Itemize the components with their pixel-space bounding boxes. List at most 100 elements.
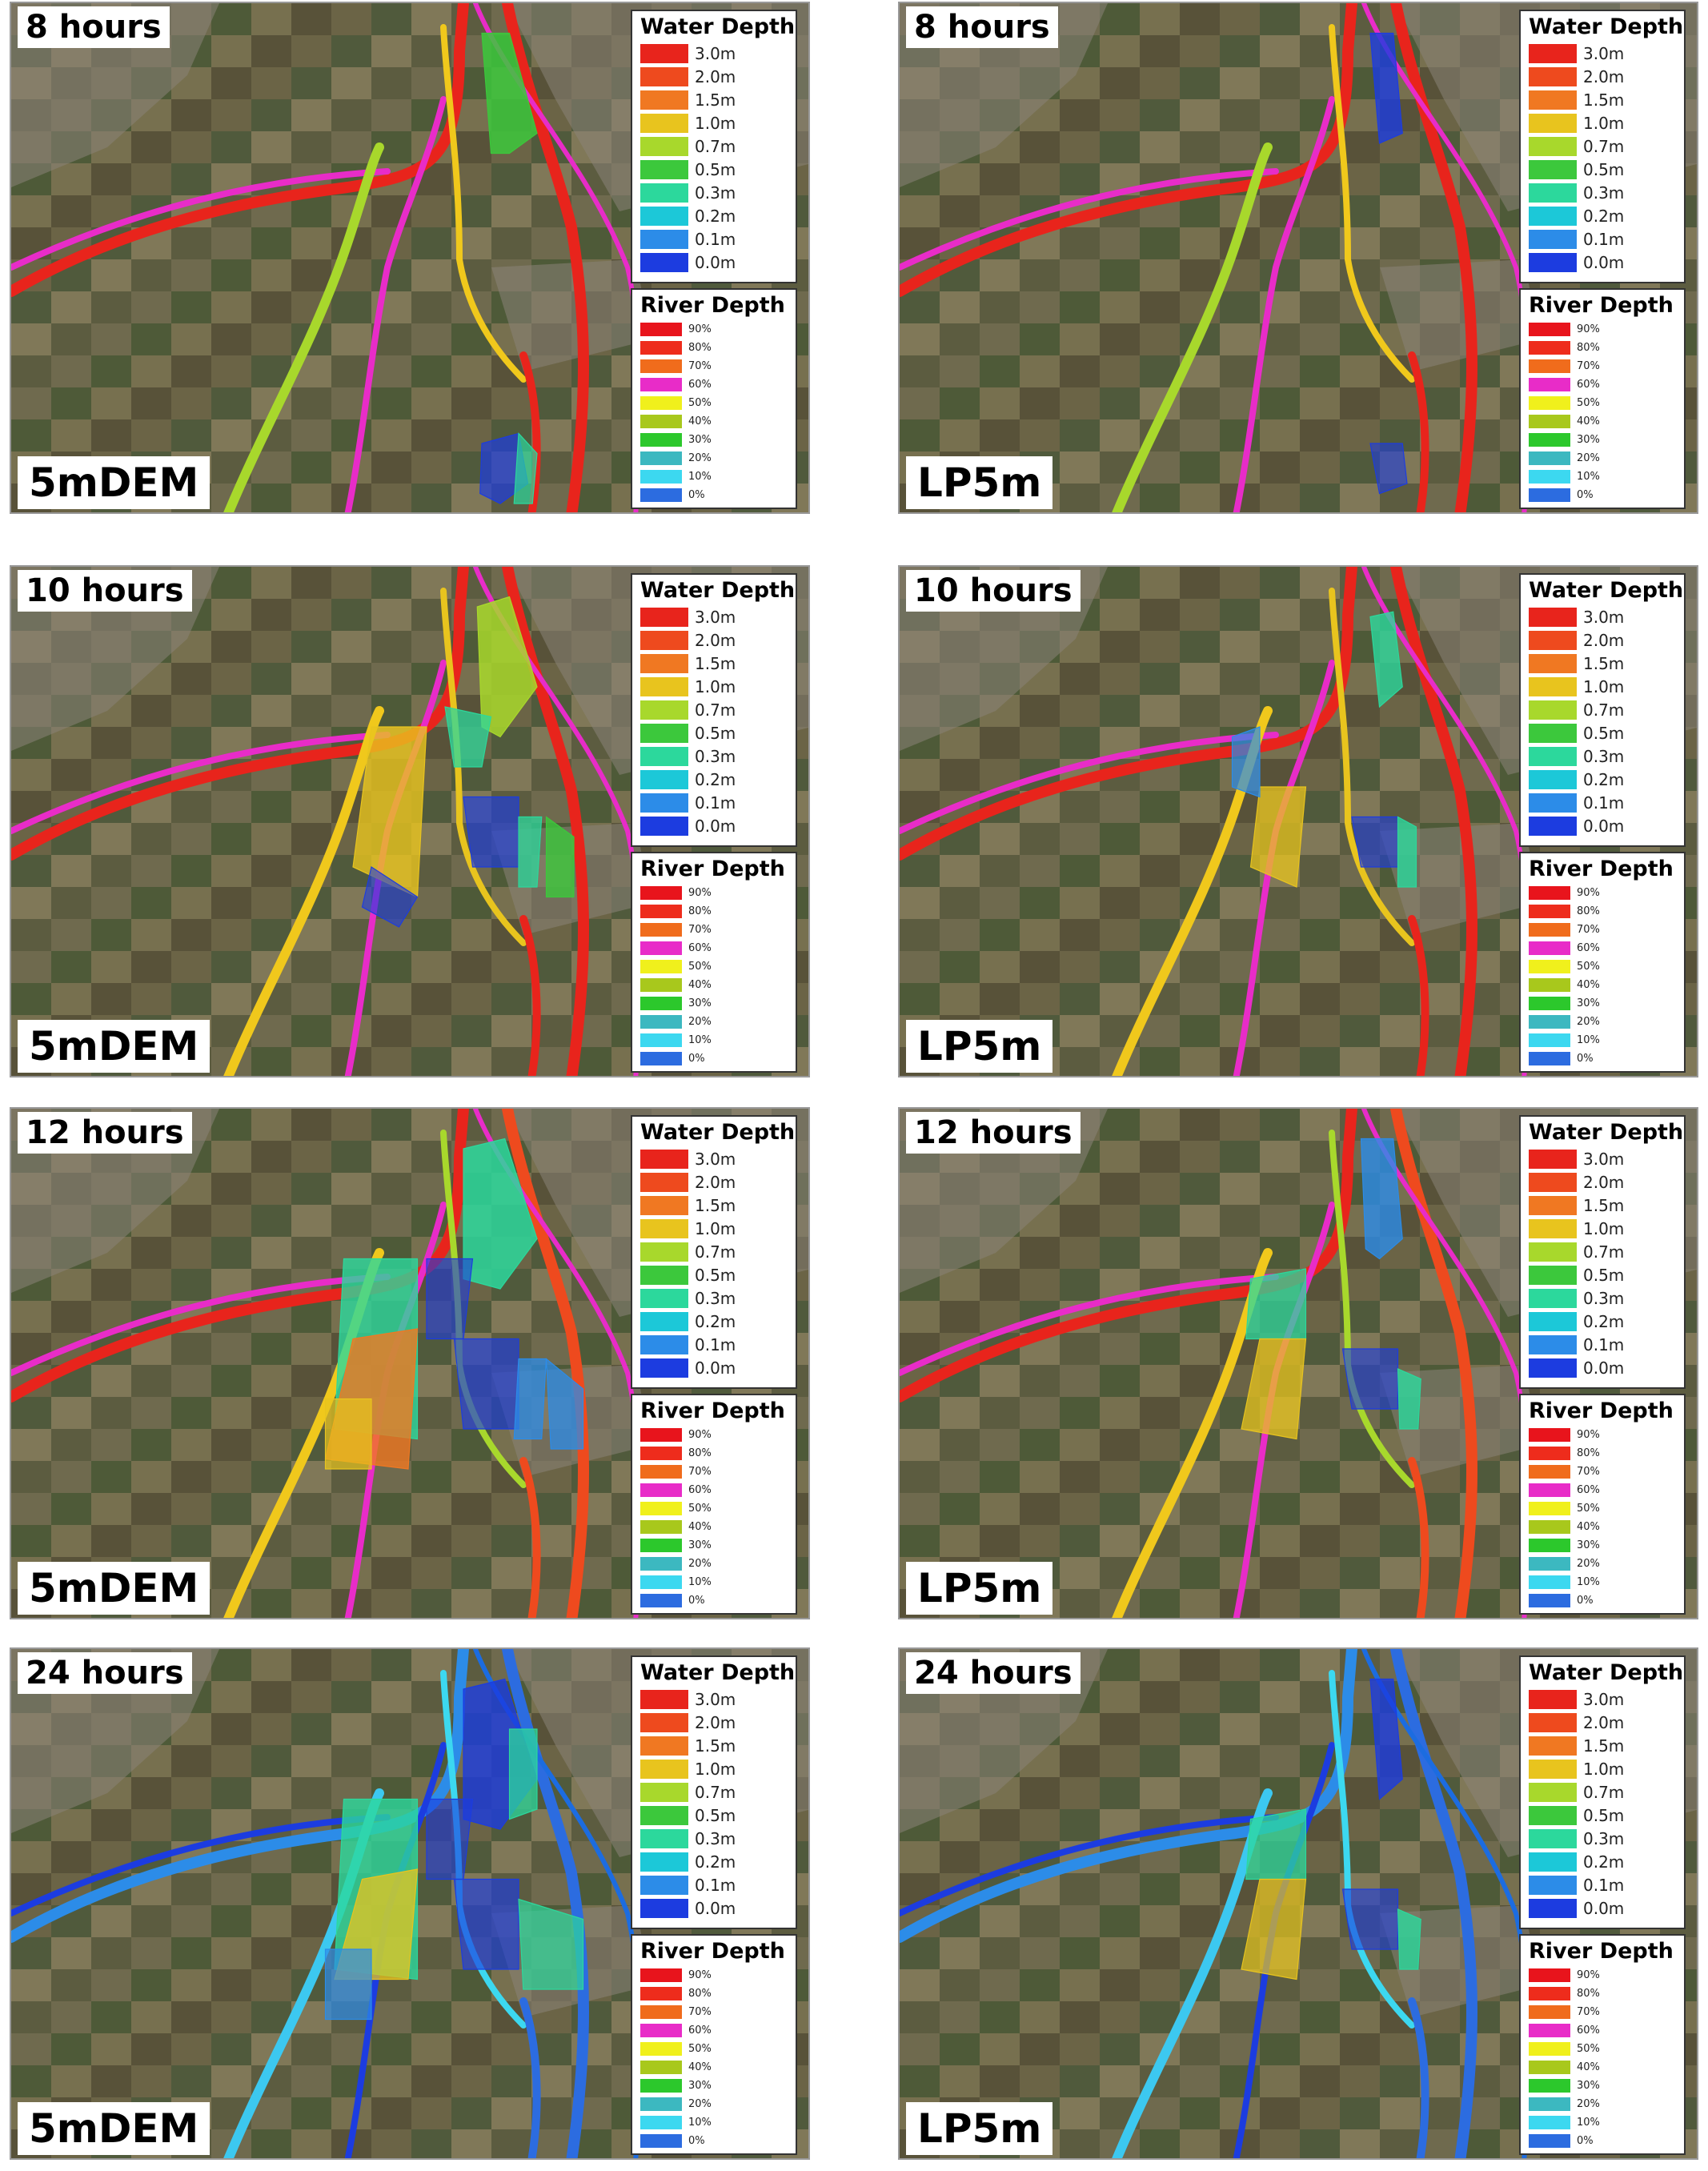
water-depth-legend-label: 0.7m	[1583, 1242, 1625, 1262]
time-label: 24 hours	[18, 1652, 192, 1694]
water-depth-legend-label: 1.5m	[1583, 1736, 1625, 1756]
water-depth-legend-label: 1.5m	[695, 90, 736, 110]
color-swatch	[640, 1015, 682, 1029]
river-depth-legend-label: 40%	[1577, 2061, 1600, 2073]
water-depth-legend-label: 0.0m	[1583, 1358, 1625, 1378]
river-depth-legend-item: 30%	[632, 1536, 796, 1555]
water-depth-legend-item: 2.0m	[632, 628, 796, 652]
river-depth-legend-item: 90%	[1521, 320, 1684, 339]
river-depth-legend-label: 20%	[688, 1016, 712, 1028]
color-swatch	[1529, 1447, 1570, 1460]
river-depth-legend-item: 70%	[632, 357, 796, 375]
color-swatch	[1529, 653, 1577, 673]
river-depth-legend-label: 60%	[1577, 942, 1600, 954]
river-depth-legend-label: 40%	[688, 2061, 712, 2073]
river-depth-legend-item: 0%	[1521, 1049, 1684, 1068]
color-swatch	[640, 1033, 682, 1047]
water-depth-legend-label: 0.5m	[1583, 1265, 1625, 1285]
time-label: 10 hours	[18, 570, 192, 612]
color-swatch	[1529, 923, 1570, 937]
flood-inundation	[324, 1138, 584, 1470]
color-swatch	[1529, 1218, 1577, 1238]
color-swatch	[640, 1575, 682, 1589]
water-depth-legend-label: 0.2m	[1583, 1311, 1625, 1331]
color-swatch	[640, 1483, 682, 1497]
river-depth-legend-item: 80%	[632, 1984, 796, 2003]
river-depth-legend: River Depth 90% 80% 70% 60% 50% 40% 30%	[1519, 852, 1686, 1073]
water-depth-legend-item: 0.3m	[1521, 744, 1684, 768]
river-depth-legend-item: 0%	[632, 486, 796, 504]
color-swatch	[1529, 905, 1570, 918]
water-depth-legend-title: Water Depth	[1529, 14, 1684, 39]
river-depth-legend-label: 60%	[1577, 1484, 1600, 1496]
color-swatch	[1529, 470, 1570, 484]
river-depth-legend-item: 90%	[632, 1966, 796, 1984]
color-swatch	[640, 359, 682, 373]
river-depth-legend-item: 0%	[632, 1049, 796, 1068]
water-depth-legend-item: 0.3m	[1521, 1827, 1684, 1850]
water-depth-legend-label: 1.0m	[1583, 1759, 1625, 1779]
water-depth-legend-item: 0.3m	[1521, 1286, 1684, 1310]
color-swatch	[1529, 2024, 1570, 2037]
river-depth-legend-item: 0%	[632, 2132, 796, 2150]
river-depth-legend-label: 20%	[1577, 1016, 1600, 1028]
water-depth-legend-label: 0.1m	[695, 1875, 736, 1895]
water-depth-legend-item: 0.0m	[1521, 1356, 1684, 1379]
color-swatch	[1529, 1358, 1577, 1378]
color-swatch	[640, 2005, 682, 2019]
map-panel: 12 hours LP5m Water Depth 3.0m 2.0m 1.5m …	[898, 1107, 1698, 1619]
river-depth-legend-title: River Depth	[640, 1399, 785, 1423]
river-depth-legend-label: 20%	[688, 452, 712, 464]
color-swatch	[1529, 90, 1577, 110]
flood-area	[1369, 443, 1408, 495]
color-swatch	[1529, 1557, 1570, 1571]
color-swatch	[1529, 1172, 1577, 1192]
river-depth-legend-item: 10%	[1521, 2113, 1684, 2132]
river-south	[1233, 96, 1335, 512]
water-depth-legend-label: 0.3m	[1583, 1828, 1625, 1848]
water-depth-legend-item: 0.3m	[1521, 181, 1684, 204]
river-depth-legend-item: 60%	[632, 375, 796, 394]
color-swatch	[1529, 1782, 1577, 1802]
river-depth-legend: River Depth 90% 80% 70% 60% 50% 40% 30%	[631, 852, 797, 1073]
river-depth-legend-item: 80%	[632, 902, 796, 921]
water-depth-legend-item: 0.0m	[632, 251, 796, 274]
water-depth-legend-item: 0.7m	[632, 1780, 796, 1804]
color-swatch	[1529, 252, 1577, 272]
map-panel: 24 hours 5mDEM Water Depth 3.0m 2.0m 1.5m…	[10, 1647, 810, 2160]
color-swatch	[640, 206, 688, 226]
river-depth-legend-title: River Depth	[1529, 1939, 1674, 1964]
color-swatch	[640, 1782, 688, 1802]
river-depth-legend-label: 30%	[1577, 2080, 1600, 2092]
river-depth-legend-label: 30%	[1577, 1539, 1600, 1551]
color-swatch	[1529, 2042, 1570, 2056]
color-swatch	[640, 2024, 682, 2037]
color-swatch	[1529, 1968, 1570, 1982]
water-depth-legend-label: 2.0m	[695, 630, 736, 650]
flood-area	[545, 1358, 584, 1450]
river-depth-legend-label: 20%	[688, 2098, 712, 2110]
river-depth-legend-label: 70%	[1577, 924, 1600, 936]
river-depth-legend-item: 40%	[632, 412, 796, 431]
flood-area	[1397, 816, 1417, 888]
rivers	[900, 1649, 1532, 2158]
color-swatch	[640, 978, 682, 992]
color-swatch	[640, 816, 688, 836]
color-swatch	[1529, 2079, 1570, 2093]
river-depth-legend-label: 20%	[1577, 1558, 1600, 1570]
water-depth-legend-label: 0.2m	[1583, 769, 1625, 789]
river-depth-legend-label: 80%	[1577, 1988, 1600, 2000]
river-depth-legend-item: 40%	[1521, 976, 1684, 994]
river-depth-legend-item: 10%	[632, 468, 796, 486]
color-swatch	[1529, 1898, 1577, 1918]
river-tributary-west	[11, 1274, 391, 1376]
water-depth-legend-label: 1.5m	[695, 1195, 736, 1215]
flood-area	[1241, 1338, 1307, 1440]
river-depth-legend-label: 90%	[688, 1969, 712, 1981]
color-swatch	[1529, 1852, 1577, 1872]
water-depth-legend: Water Depth 3.0m 2.0m 1.5m 1.0m 0.7m 0.5…	[1519, 10, 1686, 283]
color-swatch	[640, 1334, 688, 1354]
flood-area	[518, 816, 543, 888]
color-swatch	[1529, 978, 1570, 992]
river-east	[502, 567, 589, 1076]
